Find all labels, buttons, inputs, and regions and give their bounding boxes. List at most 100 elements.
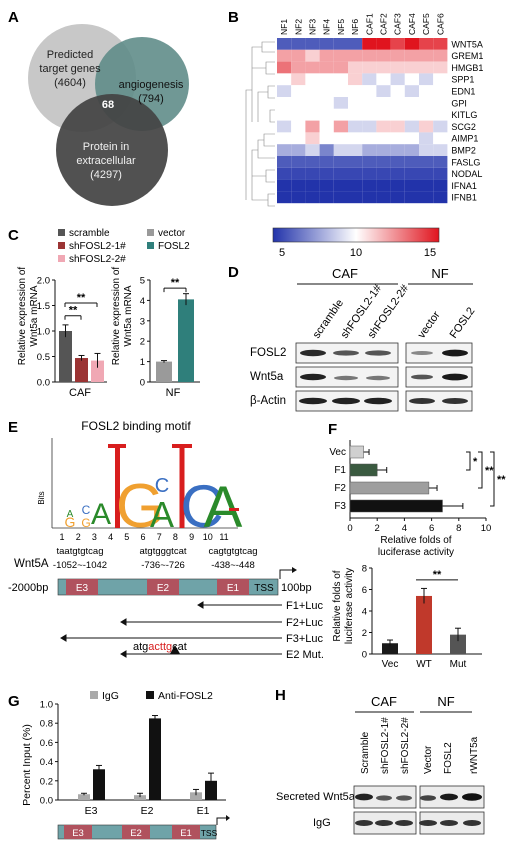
heatmap-cell — [319, 73, 334, 86]
heatmap-cell — [419, 167, 434, 180]
heatmap-row-label: FASLG — [451, 157, 480, 167]
heatmap-cell — [277, 191, 292, 204]
heatmap-cell — [404, 49, 419, 62]
heatmap-cell — [433, 49, 448, 62]
heatmap-cell — [433, 97, 448, 109]
heatmap-cell — [319, 120, 334, 133]
heatmap-column-label: NF5 — [336, 19, 346, 35]
e-construct-mut: E2 Mut. — [286, 649, 324, 661]
g-tss-arrow — [216, 817, 226, 825]
heatmap-cell — [305, 120, 320, 133]
h-lane-vector: Vector — [423, 745, 434, 774]
panel-b: B NF1 NF2 NF3 NF4 NF5 NF6 CAF1 CAF2 CAF3 CAF4 CAF5… — [228, 9, 483, 259]
heatmap-cell — [348, 49, 363, 62]
heatmap-cell — [362, 132, 377, 145]
venn-predicted-line1: Predicted — [47, 49, 93, 61]
heatmap-cell — [390, 191, 405, 204]
g-ylabel: Percent Input (%) — [21, 724, 33, 806]
sig-bracket — [478, 451, 483, 489]
venn-predicted-count: (4604) — [54, 77, 86, 89]
heatmap-cell — [433, 144, 448, 156]
heatmap-cell — [376, 38, 391, 50]
venn-angiogenesis-count: (794) — [138, 93, 164, 105]
legend-swatch-shfosl2-1 — [58, 242, 65, 249]
heatmap-column-label: NF2 — [293, 19, 303, 35]
e-box-e1 — [217, 579, 249, 595]
heatmap-cell — [333, 144, 348, 156]
heatmap-cell — [390, 132, 405, 145]
c-left-ylabel-1: Relative expression of — [17, 267, 28, 366]
legend-swatch-scramble — [58, 229, 65, 236]
sig-bracket — [466, 451, 471, 471]
x-tick-label: WT — [416, 659, 432, 670]
c-right-ylabel-1: Relative expression of — [111, 267, 122, 366]
heatmap-row-label: KITLG — [451, 110, 477, 120]
heatmap-cell — [419, 38, 434, 50]
heatmap-cell — [319, 191, 334, 204]
heatmap-cell — [305, 156, 320, 168]
bar-category-label: Vec — [329, 447, 346, 458]
svg-text:A: A — [91, 498, 111, 531]
d-blots — [295, 342, 473, 412]
heatmap-cell — [362, 179, 377, 192]
h-lane-shfosl2-2: shFOSL2-2# — [400, 717, 411, 774]
c-right-chart: 0 1 2 3 4 5 ** — [140, 276, 200, 389]
heatmap-cell — [376, 191, 391, 204]
heatmap-cell — [291, 144, 306, 156]
heatmap-cell — [291, 73, 306, 86]
heatmap-cell — [404, 132, 419, 145]
venn-protein-line2: extracellular — [76, 155, 136, 167]
heatmap-row-label: IFNA1 — [451, 181, 477, 191]
e-start-label: -2000bp — [8, 582, 48, 594]
heatmap-cell — [362, 108, 377, 121]
motif-position-label: 8 — [173, 532, 178, 542]
bar — [75, 358, 88, 382]
heatmap-cell — [376, 132, 391, 145]
e-site-e1-seq: cagtgtgtcag — [208, 546, 257, 557]
heatmap-cell — [333, 156, 348, 168]
x-tick-label: 6 — [429, 523, 434, 534]
heatmap-cell — [433, 38, 448, 50]
bar-category-label: F1 — [334, 465, 346, 476]
heatmap-cell — [390, 73, 405, 86]
legend-swatch-shfosl2-2 — [58, 255, 65, 262]
g-box-e2 — [122, 825, 150, 839]
heatmap-cell — [333, 191, 348, 204]
panel-c: C scramble shFOSL2-1# shFOSL2-2# vector … — [8, 227, 200, 399]
heatmap-cell — [291, 97, 306, 109]
x-tick-label: E1 — [197, 805, 210, 817]
legend-label-scramble: scramble — [69, 228, 110, 239]
heatmap-cell — [404, 38, 419, 50]
bar — [349, 481, 430, 495]
motif-position-label: 7 — [157, 532, 162, 542]
c-right-ylabel-2: Wnt5a mRNA — [123, 285, 134, 346]
heatmap-cell — [333, 97, 348, 109]
heatmap-cell — [390, 167, 405, 180]
x-tick-label: Mut — [450, 659, 467, 670]
e-site-e3-seq: taatgtgtcag — [56, 546, 103, 557]
venn-protein-line1: Protein in — [83, 141, 129, 153]
bar — [450, 634, 466, 654]
heatmap-cell — [433, 61, 448, 74]
heatmap-cell — [404, 61, 419, 74]
h-lane-fosl2: FOSL2 — [443, 742, 454, 774]
heatmap-cell — [319, 179, 334, 192]
heatmap-column-label: CAF1 — [364, 13, 374, 35]
heatmap-cell — [433, 167, 448, 180]
svg-text:G: G — [81, 516, 90, 530]
heatmap-cell — [419, 49, 434, 62]
heatmap-cell — [319, 49, 334, 62]
heatmap-cell — [319, 108, 334, 121]
venn-angiogenesis-label: angiogenesis — [119, 79, 184, 91]
heatmap-column-label: CAF4 — [407, 13, 417, 35]
x-tick-label: 2 — [375, 523, 380, 534]
e-construct-f2: F2+Luc — [286, 617, 323, 629]
bar — [178, 299, 194, 382]
y-tick-label: 1.0 — [40, 700, 53, 711]
heatmap-cell — [348, 144, 363, 156]
heatmap-cell — [333, 167, 348, 180]
heatmap-column-label: CAF5 — [421, 13, 431, 35]
heatmap-cell — [305, 61, 320, 74]
h-row-igg: IgG — [313, 817, 331, 829]
